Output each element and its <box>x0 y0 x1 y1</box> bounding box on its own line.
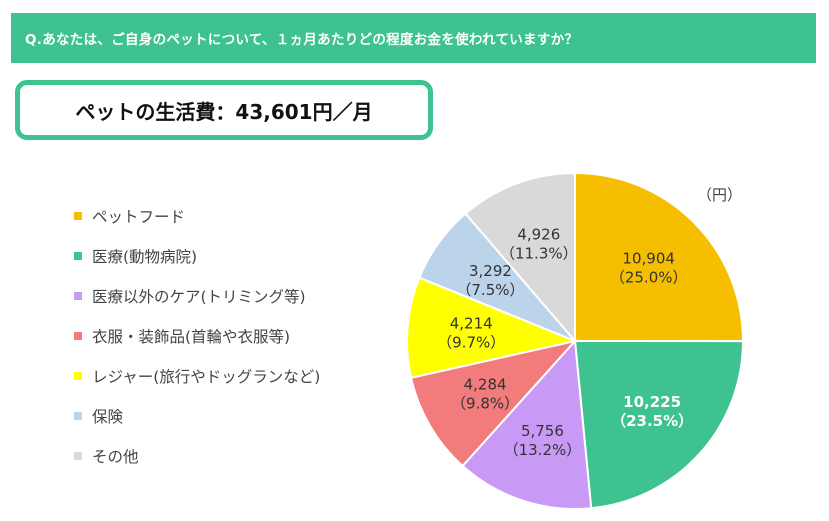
pie-slice <box>461 338 593 510</box>
legend-label: 衣服・装飾品(首輪や衣服等) <box>92 328 291 346</box>
legend-swatch <box>74 452 82 460</box>
legend-swatch <box>74 372 82 380</box>
slice-percent-label: （25.0%） <box>610 268 688 286</box>
slice-value-label: 5,756 <box>521 422 564 440</box>
legend-label: ペットフード <box>92 208 186 226</box>
pie-slice <box>573 339 745 510</box>
summary-box: ペットの生活費：43,601円／月 <box>15 80 433 140</box>
slice-value-label: 3,292 <box>469 262 512 280</box>
legend-swatch <box>74 412 82 420</box>
legend-item: 保険 <box>74 396 320 436</box>
pie-slice <box>574 171 745 343</box>
summary-text: ペットの生活費：43,601円／月 <box>75 99 373 124</box>
legend-label: その他 <box>92 448 139 466</box>
legend-label: 保険 <box>92 408 124 426</box>
unit-label: （円） <box>697 186 743 204</box>
legend-swatch <box>74 332 82 340</box>
legend-swatch <box>74 292 82 300</box>
slice-percent-label: （13.2%） <box>504 441 582 459</box>
legend-swatch <box>74 212 82 220</box>
chart-legend: ペットフード 医療(動物病院) 医療以外のケア(トリミング等) 衣服・装飾品(首輪や衣… <box>74 196 320 476</box>
legend-swatch <box>74 252 82 260</box>
slice-percent-label: （9.8%） <box>451 395 519 413</box>
slice-value-label: 4,284 <box>464 376 507 394</box>
slice-value-label: 10,225 <box>623 393 681 411</box>
legend-label: 医療以外のケア(トリミング等) <box>92 288 306 306</box>
legend-item: レジャー(旅行やドッグランなど) <box>74 356 320 396</box>
slice-percent-label: （7.5%） <box>456 281 524 299</box>
legend-item: 医療(動物病院) <box>74 236 320 276</box>
legend-item: 医療以外のケア(トリミング等) <box>74 276 320 316</box>
legend-item: 衣服・装飾品(首輪や衣服等) <box>74 316 320 356</box>
pie-slice <box>409 339 578 468</box>
legend-item: その他 <box>74 436 320 476</box>
legend-label: レジャー(旅行やドッグランなど) <box>92 368 321 386</box>
slice-percent-label: （9.7%） <box>437 333 505 351</box>
question-header: Q.あなたは、ご自身のペットについて、１ヵ月あたりどの程度お金を使われていますか… <box>11 13 816 63</box>
legend-item: ペットフード <box>74 196 320 236</box>
pie-slice <box>464 171 576 344</box>
slice-value-label: 4,926 <box>517 225 560 243</box>
pie-slice <box>406 276 579 379</box>
question-text: Q.あなたは、ご自身のペットについて、１ヵ月あたりどの程度お金を使われていますか… <box>25 32 579 48</box>
legend-label: 医療(動物病院) <box>92 248 198 266</box>
slice-value-label: 4,214 <box>450 314 493 332</box>
slice-percent-label: （11.3%） <box>500 244 578 262</box>
slice-percent-label: （23.5%） <box>611 412 693 430</box>
slice-value-label: 10,904 <box>622 249 675 267</box>
